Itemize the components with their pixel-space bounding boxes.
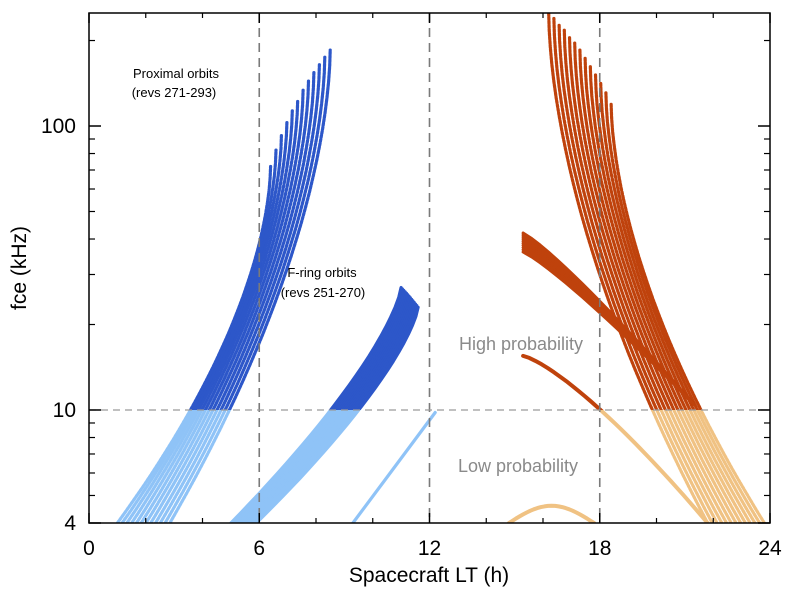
fring-dawn-track-13-low — [254, 409, 361, 523]
proximal-dusk-track-11-high — [604, 91, 700, 410]
proximal-dusk-track-1-low — [655, 409, 714, 523]
fring-dawn-track-4-high — [337, 291, 408, 410]
proximal-dusk-track-4-low — [667, 409, 729, 523]
x-axis-title: Spacecraft LT (h) — [349, 564, 509, 587]
proximal-dawn-track-8-high — [215, 71, 316, 410]
x-tick-label-18: 18 — [588, 537, 611, 560]
proximal-dusk-track-10-high — [599, 81, 696, 410]
proximal-dusk-track-5-low — [672, 409, 733, 523]
fring-dawn-track-2-high — [332, 288, 406, 410]
proximal-dawn-track-3-high — [196, 121, 289, 410]
proximal-dusk-track-2-low — [659, 409, 719, 523]
proximal-dusk-track-1-high — [552, 16, 659, 410]
proximal-dawn-track-8-low — [154, 409, 219, 523]
proximal-dusk-track-5-high — [573, 41, 676, 410]
fring-dawn-track-0-high — [328, 285, 403, 410]
proximal-dusk-track-12-high — [609, 101, 703, 410]
proximal-dusk-track-4-high — [567, 34, 672, 410]
proximal-dawn-track-5-high — [203, 98, 300, 410]
proximal-dusk-track-6-low — [676, 409, 738, 523]
annotation-proximal-line1: Proximal orbits — [133, 66, 219, 81]
fring-dawn-track-9-high — [347, 299, 415, 410]
proximal-dawn-track-6-high — [207, 88, 305, 410]
proximal-dawn-track-9-high — [219, 63, 321, 410]
annotation-low-probability: Low probability — [458, 456, 578, 476]
proximal-dawn-track-2-low — [125, 409, 198, 523]
proximal-dawn-track-10-low — [163, 409, 227, 523]
dusk-branch-high — [521, 353, 604, 410]
x-tick-label-6: 6 — [253, 537, 265, 560]
fring-dawn-track-5-high — [339, 293, 410, 410]
proximal-dawn-track-5-low — [139, 409, 208, 523]
x-tick-label-12: 12 — [418, 537, 441, 560]
proximal-dawn-track-2-high — [193, 134, 283, 410]
fring-dawn-track-3-high — [334, 290, 407, 410]
y-tick-label-100: 100 — [41, 115, 76, 138]
proximal-dawn-track-4-high — [200, 109, 294, 410]
proximal-dusk-track-12-low — [699, 409, 766, 523]
proximal-dusk-track-0-high — [547, 13, 655, 410]
proximal-dusk-track-8-high — [588, 63, 688, 410]
proximal-dusk-track-3-low — [663, 409, 724, 523]
proximal-dusk-track-8-low — [684, 409, 747, 523]
proximal-dawn-track-9-low — [158, 409, 223, 523]
midnight-arc-low — [507, 503, 597, 523]
proximal-dusk-track-0-low — [650, 409, 710, 523]
annotation-proximal-line2: (revs 271-293) — [132, 85, 217, 100]
y-tick-label-10: 10 — [53, 399, 76, 422]
proximal-dusk-track-6-high — [578, 48, 680, 410]
proximal-dawn-track-11-high — [227, 48, 332, 410]
fring-dawn-track-1-high — [330, 287, 404, 410]
proximal-dawn-track-7-low — [149, 409, 215, 523]
fring-dawn-track-10-high — [350, 300, 416, 410]
proximal-dusk-track-7-low — [680, 409, 743, 523]
fring-dawn-track-13-high — [356, 305, 420, 410]
fring-dawn-track-7-high — [343, 296, 412, 410]
y-axis-title: fce (kHz) — [8, 226, 31, 310]
proximal-dawn-track-1-low — [120, 409, 195, 523]
x-tick-label-24: 24 — [758, 537, 782, 560]
proximal-dusk-track-3-high — [562, 28, 668, 410]
proximal-dusk-track-9-low — [688, 409, 752, 523]
proximal-dusk-track-11-low — [695, 409, 762, 523]
fring-dawn-track-11-high — [352, 302, 418, 410]
axis-ticks: 0 6 12 18 24 4 10 100 — [41, 13, 782, 560]
proximal-dusk-track-7-high — [583, 56, 684, 410]
proximal-dusk-track-10-low — [692, 409, 757, 523]
fring-dusk-track-9-high — [521, 250, 695, 406]
dusk-branch-low — [597, 409, 710, 523]
proximal-dawn-track-4-low — [134, 409, 204, 523]
data-bands — [115, 13, 766, 523]
proximal-dawn-track-11-low — [168, 409, 232, 523]
inbound-low-line-low — [351, 410, 437, 523]
proximal-dawn-track-10-high — [223, 55, 327, 410]
fring-dawn-track-12-high — [354, 304, 419, 410]
proximal-dawn-track-1-high — [190, 148, 278, 410]
annotation-fring-line1: F-ring orbits — [287, 265, 357, 280]
proximal-dawn-track-6-low — [144, 409, 211, 523]
proximal-dawn-track-3-low — [130, 409, 201, 523]
proximal-dusk-track-9-high — [593, 72, 692, 410]
annotation-fring-line2: (revs 251-270) — [281, 285, 366, 300]
proximal-dusk-track-2-high — [557, 22, 663, 410]
annotation-high-probability: High probability — [459, 334, 583, 354]
proximal-dawn-track-0-low — [115, 409, 193, 523]
x-tick-label-0: 0 — [83, 537, 95, 560]
fring-dawn-track-8-high — [345, 297, 414, 410]
y-tick-label-4: 4 — [64, 512, 76, 535]
reference-lines — [89, 13, 770, 523]
